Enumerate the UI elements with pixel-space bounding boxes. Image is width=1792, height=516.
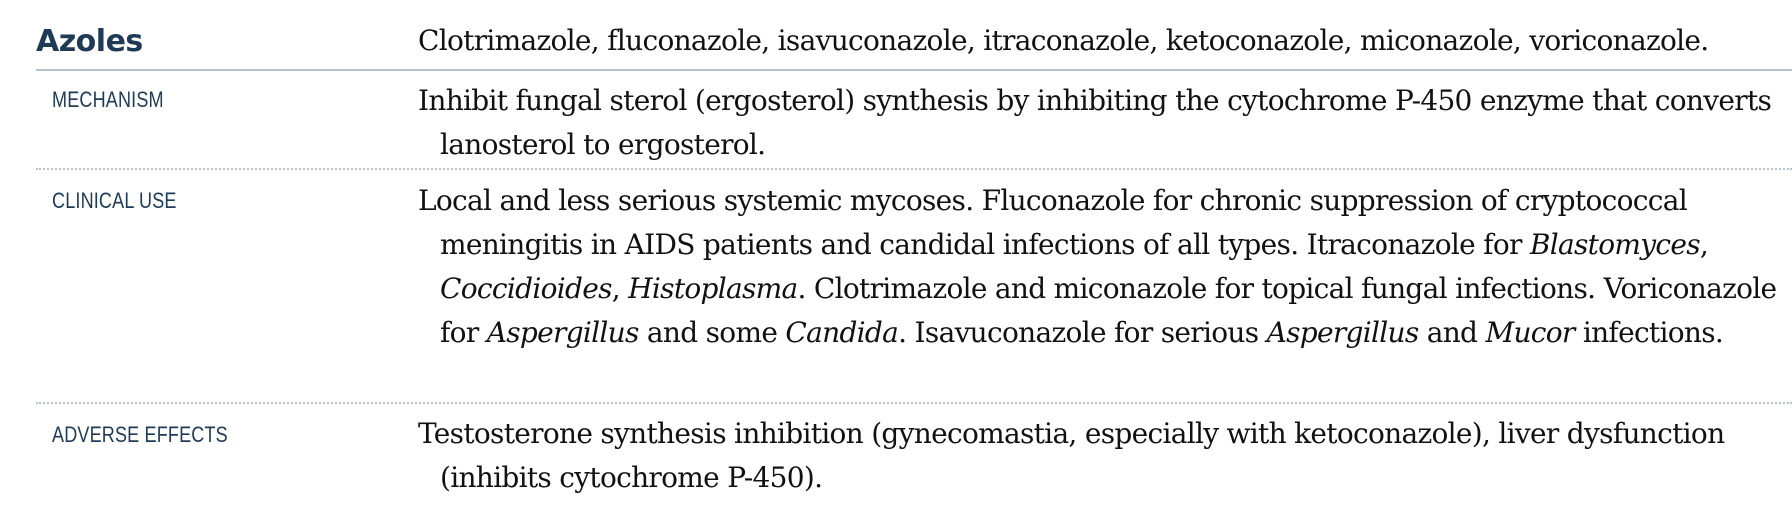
adverse-effects-label: ADVERSE EFFECTS	[52, 422, 228, 447]
header-divider	[36, 69, 1792, 71]
section-title: Azoles	[36, 24, 143, 59]
clinical-use-text-block: Local and less serious systemic mycoses.…	[418, 179, 1788, 355]
clinical-use-text: Local and less serious systemic mycoses.…	[418, 184, 1777, 349]
row-divider	[36, 402, 1792, 404]
row-divider	[36, 168, 1792, 170]
adverse-effects-text-block: Testosterone synthesis inhibition (gynec…	[418, 412, 1788, 500]
mechanism-label: MECHANISM	[52, 87, 164, 112]
mechanism-text: Inhibit fungal sterol (ergosterol) synth…	[418, 84, 1772, 161]
adverse-effects-text: Testosterone synthesis inhibition (gynec…	[418, 417, 1725, 494]
clinical-use-label: CLINICAL USE	[52, 188, 177, 213]
mechanism-text-block: Inhibit fungal sterol (ergosterol) synth…	[418, 79, 1788, 167]
drug-list: Clotrimazole, fluconazole, isavuconazole…	[418, 24, 1709, 57]
